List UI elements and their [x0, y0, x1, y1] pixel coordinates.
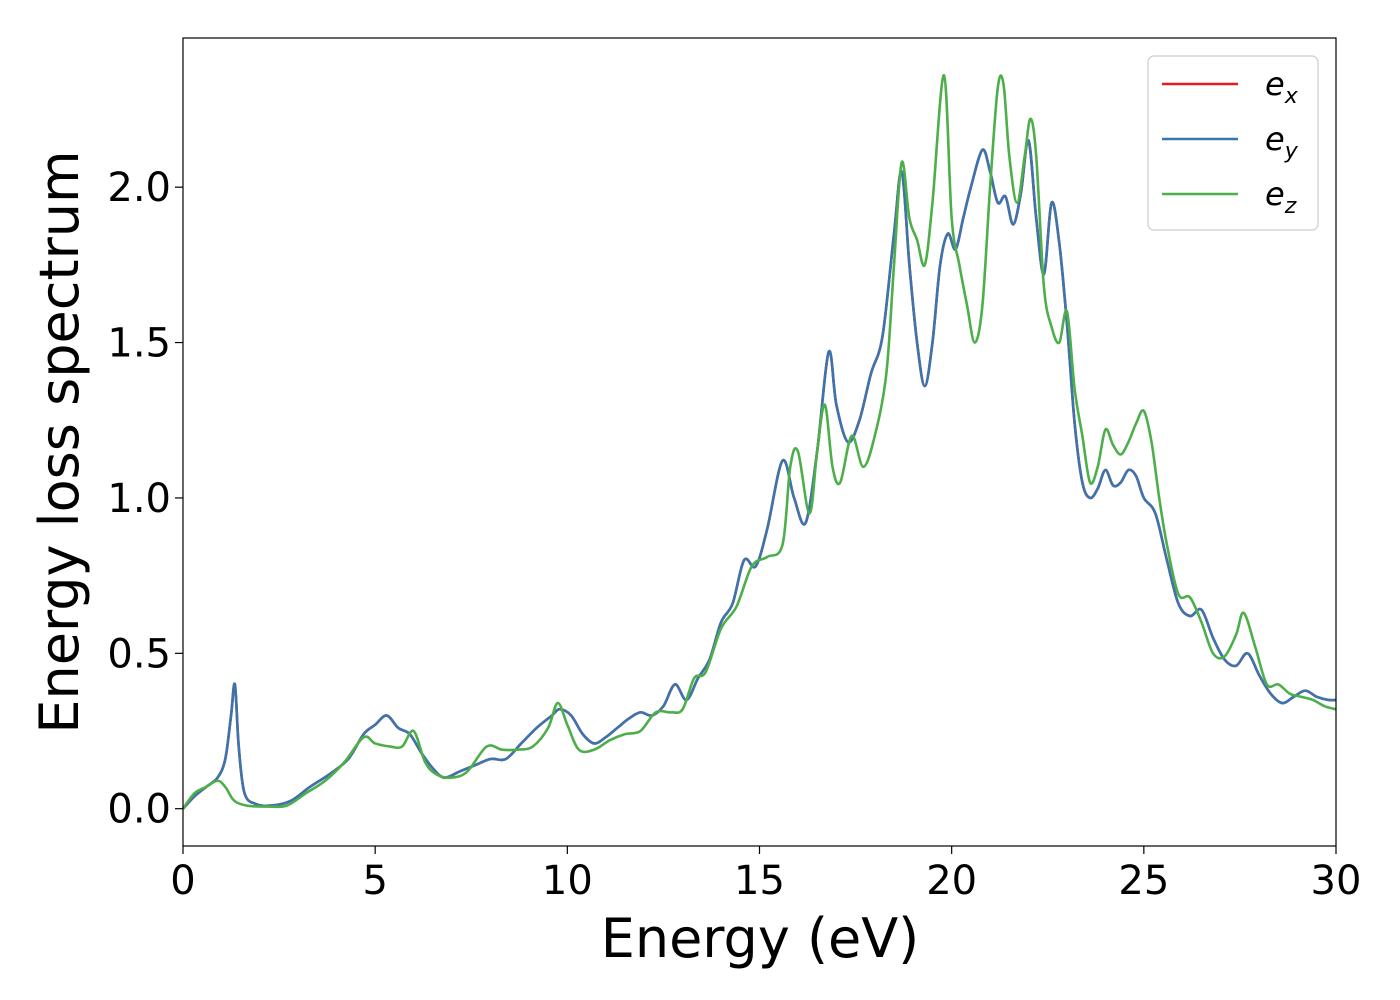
x-tick-label: 25 [1118, 858, 1169, 904]
y-tick-label: 1.0 [107, 476, 171, 522]
series-line-e_x [182, 139, 1337, 810]
legend-label-e_z: ez [1265, 175, 1297, 219]
legend-label-e_y: ey [1265, 120, 1299, 164]
x-tick-label: 5 [362, 858, 387, 904]
y-tick-label: 0.5 [107, 631, 171, 677]
x-tick-label: 20 [926, 858, 977, 904]
x-axis: 0 5 10 15 20 25 30 [170, 846, 1361, 904]
x-axis-label: Energy (eV) [601, 907, 920, 970]
legend-box [1147, 55, 1319, 231]
legend: ex ey ez [1147, 55, 1319, 231]
y-axis: 0.0 0.5 1.0 1.5 2.0 [107, 165, 183, 833]
legend-label-e_x: ex [1265, 65, 1299, 109]
y-tick-label: 0.0 [107, 787, 171, 833]
y-tick-label: 1.5 [107, 321, 171, 367]
x-tick-label: 30 [1311, 858, 1362, 904]
x-tick-label: 10 [542, 858, 593, 904]
y-tick-label: 2.0 [107, 165, 171, 211]
x-tick-label: 15 [734, 858, 785, 904]
series-line-e_z [181, 73, 1337, 810]
x-tick-label: 0 [170, 858, 195, 904]
y-axis-label: Energy loss spectrum [28, 150, 91, 733]
series-layer [181, 73, 1337, 810]
series-line-e_y [182, 139, 1337, 810]
